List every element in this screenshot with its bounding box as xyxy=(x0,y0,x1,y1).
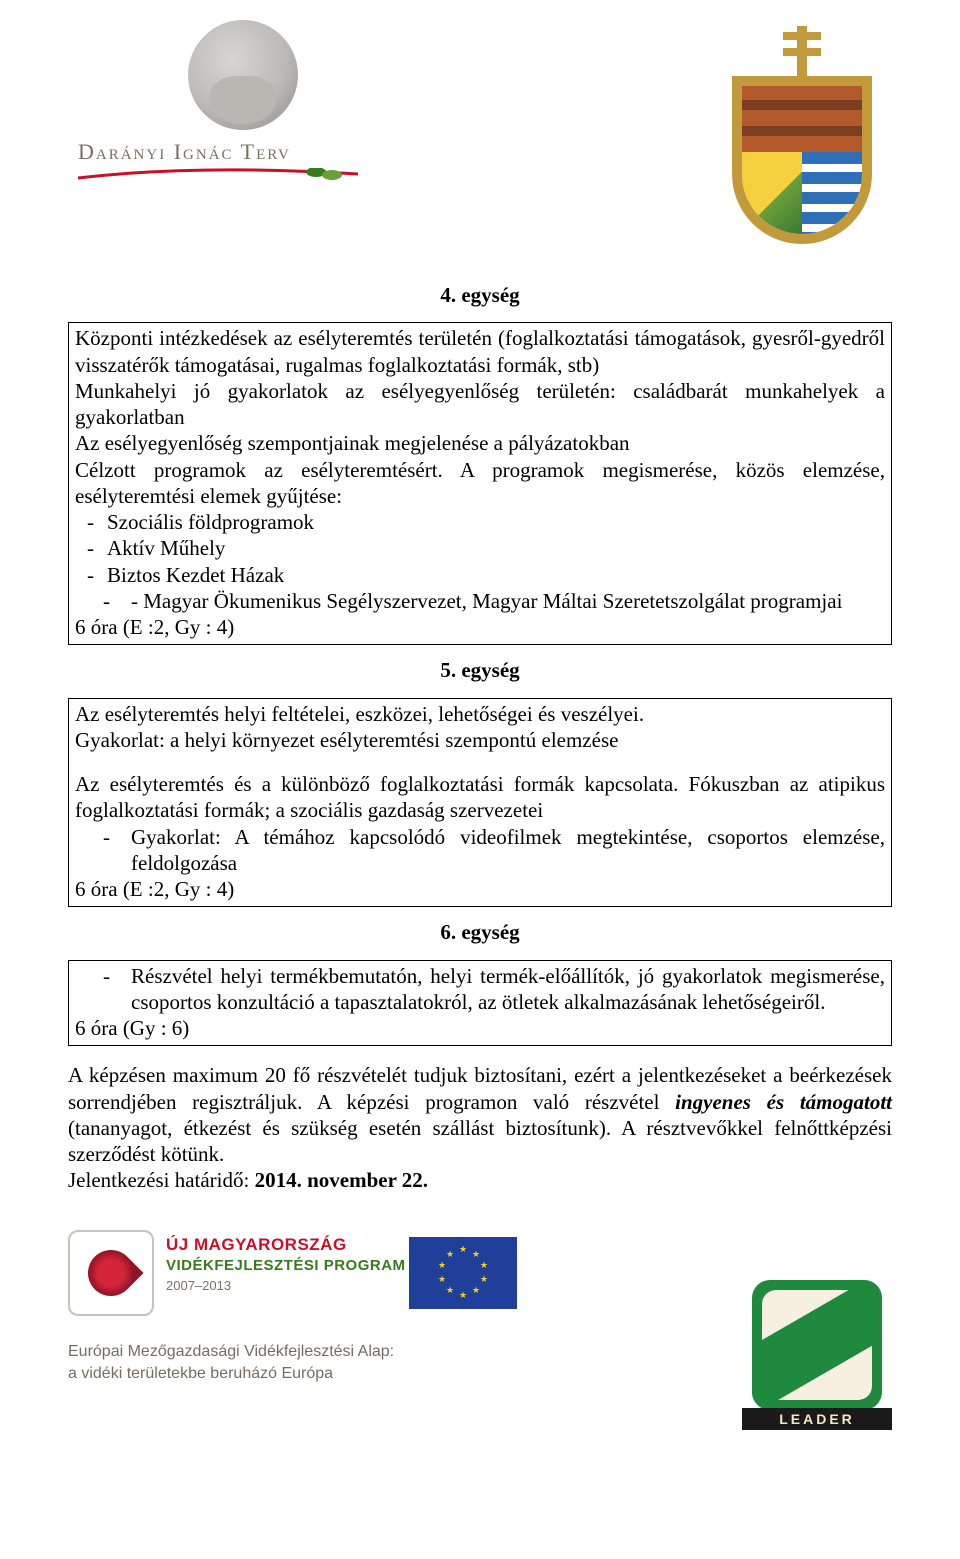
unit4-p3: Az esélyegyenlőség szempontjainak megjel… xyxy=(75,430,885,456)
eu-stars: ★ ★ ★ ★ ★ ★ ★ ★ ★ ★ xyxy=(436,1246,490,1300)
closing-p2a: Jelentkezési határidő: xyxy=(68,1168,255,1192)
unit4-p1: Központi intézkedések az esélyteremtés t… xyxy=(75,325,885,378)
swoosh-icon xyxy=(78,168,358,180)
unit5-p1: Az esélyteremtés helyi feltételei, eszkö… xyxy=(75,701,885,727)
unit5-list: Gyakorlat: A témához kapcsolódó videofil… xyxy=(75,824,885,877)
closing-p2: Jelentkezési határidő: 2014. november 22… xyxy=(68,1167,892,1193)
unit4-hours: 6 óra (E :2, Gy : 4) xyxy=(75,614,885,640)
um-flower-icon xyxy=(68,1230,154,1316)
crest-bricks xyxy=(742,86,862,152)
unit4-p2: Munkahelyi jó gyakorlatok az esélyegyenl… xyxy=(75,378,885,431)
closing-p1c: (tananyagot, étkezést és szükség esetén … xyxy=(68,1116,892,1166)
footer-left-block: ÚJ MAGYARORSZÁG VIDÉKFEJLESZTÉSI PROGRAM… xyxy=(68,1230,638,1430)
leader-square-icon xyxy=(752,1280,882,1410)
unit5-bullet-text: Gyakorlat: A témához kapcsolódó videofil… xyxy=(131,824,885,877)
um-text-block: ÚJ MAGYARORSZÁG VIDÉKFEJLESZTÉSI PROGRAM… xyxy=(166,1234,406,1294)
unit6-hours: 6 óra (Gy : 6) xyxy=(75,1015,885,1041)
leader-logo: LEADER xyxy=(742,1280,892,1430)
unit5-hours: 6 óra (E :2, Gy : 4) xyxy=(75,876,885,902)
unit5-p3: Az esélyteremtés és a különböző foglalko… xyxy=(75,771,885,824)
unit6-title: 6. egység xyxy=(68,919,892,945)
closing-p1: A képzésen maximum 20 fő részvételét tud… xyxy=(68,1062,892,1167)
footer-logos: ÚJ MAGYARORSZÁG VIDÉKFEJLESZTÉSI PROGRAM… xyxy=(68,1230,892,1430)
crest-sun-field xyxy=(742,152,802,244)
list-item: - Magyar Ökumenikus Segélyszervezet, Mag… xyxy=(75,588,885,614)
list-item: Szociális földprogramok xyxy=(87,509,885,535)
unit4-p4: Célzott programok az esélyteremtésért. A… xyxy=(75,457,885,510)
um-line2: VIDÉKFEJLESZTÉSI PROGRAM xyxy=(166,1257,406,1276)
daranyi-logo: Darányi Ignác Terv xyxy=(68,20,368,180)
list-item: Aktív Műhely xyxy=(87,535,885,561)
crest-fields xyxy=(742,152,862,244)
cross-icon xyxy=(797,26,807,82)
document-page: Darányi Ignác Terv 4. egység Központi in… xyxy=(0,0,960,1450)
list-item: Részvétel helyi termékbemutatón, helyi t… xyxy=(75,963,885,1016)
closing-block: A képzésen maximum 20 fő részvételét tud… xyxy=(68,1062,892,1193)
leader-diag xyxy=(752,1280,882,1410)
footer-tag-l2: a vidéki területekbe beruházó Európa xyxy=(68,1364,394,1384)
daranyi-logo-text: Darányi Ignác Terv xyxy=(78,138,291,166)
unit4-title: 4. egység xyxy=(68,282,892,308)
closing-p2b: 2014. november 22. xyxy=(255,1168,428,1192)
spacer xyxy=(75,753,885,771)
leader-label: LEADER xyxy=(742,1408,892,1430)
um-line3: 2007–2013 xyxy=(166,1278,406,1294)
footer-tagline: Európai Mezőgazdasági Vidékfejlesztési A… xyxy=(68,1342,394,1384)
list-item: Biztos Kezdet Házak xyxy=(87,562,885,588)
header-logos: Darányi Ignác Terv xyxy=(68,20,892,250)
unit4-box: Központi intézkedések az esélyteremtés t… xyxy=(68,322,892,645)
portrait-icon xyxy=(188,20,298,130)
unit5-box: Az esélyteremtés helyi feltételei, eszkö… xyxy=(68,698,892,908)
crest-water-field xyxy=(802,152,862,244)
shield-icon xyxy=(732,76,872,244)
um-line1: ÚJ MAGYARORSZÁG xyxy=(166,1234,406,1255)
petal-icon xyxy=(78,1240,143,1305)
unit4-sublist: - Magyar Ökumenikus Segélyszervezet, Mag… xyxy=(75,588,885,614)
unit6-box: Részvétel helyi termékbemutatón, helyi t… xyxy=(68,960,892,1047)
closing-p1b: ingyenes és támogatott xyxy=(675,1090,892,1114)
college-crest xyxy=(712,20,892,250)
unit6-list: Részvétel helyi termékbemutatón, helyi t… xyxy=(75,963,885,1016)
unit5-title: 5. egység xyxy=(68,657,892,683)
footer-tag-l1: Európai Mezőgazdasági Vidékfejlesztési A… xyxy=(68,1342,394,1362)
unit5-p2: Gyakorlat: a helyi környezet esélyteremt… xyxy=(75,727,885,753)
unit4-list: Szociális földprogramok Aktív Műhely Biz… xyxy=(75,509,885,588)
eu-flag-icon: ★ ★ ★ ★ ★ ★ ★ ★ ★ ★ xyxy=(408,1236,518,1310)
list-item: Gyakorlat: A témához kapcsolódó videofil… xyxy=(75,824,885,877)
